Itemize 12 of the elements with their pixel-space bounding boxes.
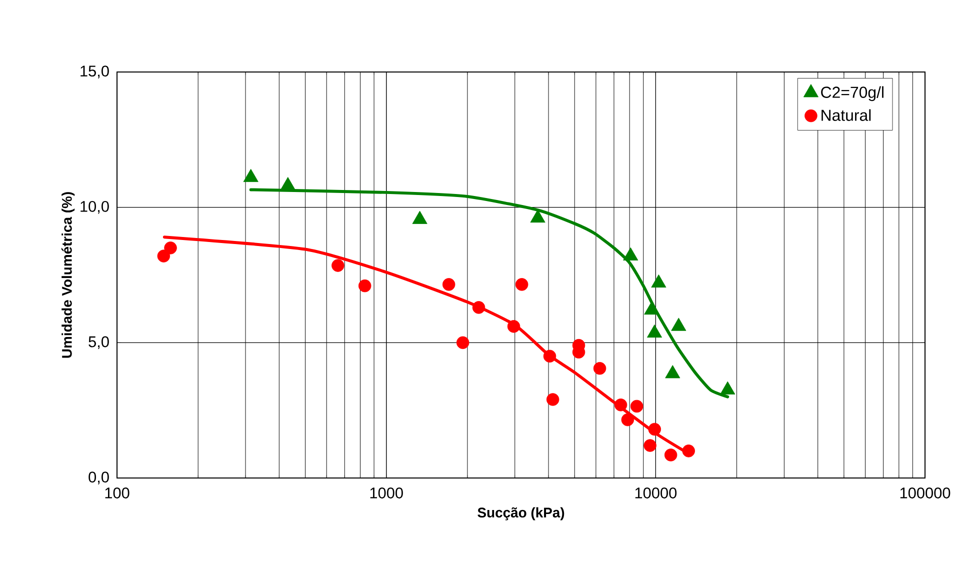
x-axis-title: Sucção (kPa) [478, 507, 564, 520]
y-tick-label: 0,0 [88, 472, 109, 484]
x-tick-label: 100 [105, 488, 130, 498]
y-tick-label: 15,0 [80, 66, 109, 78]
legend-label: C2=70g/l [821, 86, 884, 102]
x-tick-label: 10000 [635, 488, 677, 498]
y-tick-label: 5,0 [88, 336, 109, 350]
y-axis-title: Umidade Volumétrica (%) [61, 192, 75, 358]
legend-label: Natural [822, 109, 871, 121]
x-tick-label: 100000 [900, 488, 950, 498]
x-tick-label: 1000 [370, 488, 403, 498]
y-tick-label: 10,0 [80, 200, 109, 214]
